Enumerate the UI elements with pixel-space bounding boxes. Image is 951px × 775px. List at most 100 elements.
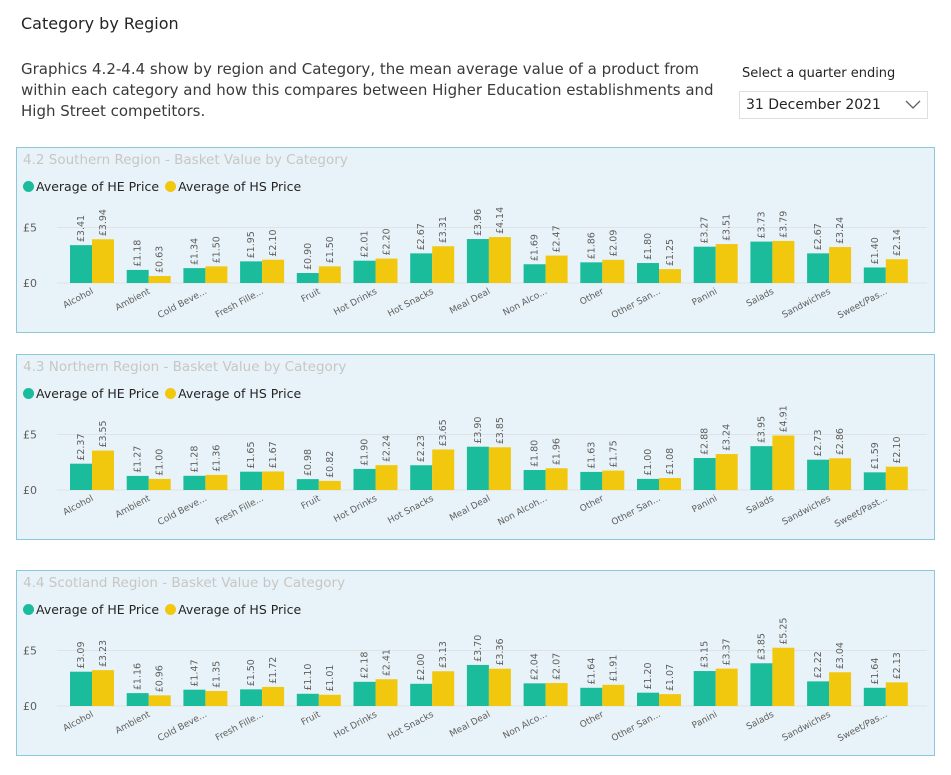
- x-category-label: Ambient: [114, 287, 153, 314]
- data-label: £3.13: [438, 641, 449, 668]
- bar-hs: [92, 239, 114, 283]
- bar-he: [807, 681, 830, 706]
- bar-he: [353, 260, 376, 283]
- bar-he: [410, 683, 433, 706]
- data-label: £2.13: [892, 652, 903, 679]
- legend-item-hs[interactable]: Average of HS Price: [165, 602, 301, 617]
- bar-hs: [772, 240, 795, 283]
- bar-he: [410, 465, 433, 490]
- data-label: £2.88: [700, 428, 711, 455]
- legend-hs-label: Average of HS Price: [178, 179, 302, 194]
- data-label: £3.23: [98, 640, 109, 667]
- bar-he: [580, 471, 603, 490]
- data-label: £1.01: [325, 665, 336, 692]
- x-category-label: Panini: [691, 494, 719, 515]
- bar-hs: [885, 466, 908, 490]
- x-category-label: Other: [578, 494, 606, 515]
- y-tick-label: £0: [23, 700, 37, 713]
- chart-legend: Average of HE Price Average of HS Price: [23, 386, 307, 401]
- bar-he: [863, 687, 886, 706]
- bar-he: [466, 239, 489, 283]
- legend-item-he[interactable]: Average of HE Price: [23, 179, 159, 194]
- x-category-label: Hot Drinks: [332, 494, 379, 525]
- bar-he: [693, 246, 716, 283]
- bar-he: [70, 245, 92, 283]
- legend-item-hs[interactable]: Average of HS Price: [165, 179, 301, 194]
- x-category-label: Alcohol: [62, 710, 96, 734]
- bar-he: [523, 683, 546, 706]
- bar-he: [637, 478, 659, 490]
- data-label: £3.94: [98, 209, 109, 236]
- legend-he-label: Average of HE Price: [36, 386, 160, 401]
- bar-he: [183, 689, 206, 706]
- legend-hs-dot-icon: [165, 388, 177, 399]
- legend-he-label: Average of HE Price: [36, 602, 160, 617]
- data-label: £1.69: [530, 234, 541, 261]
- data-label: £0.82: [325, 451, 336, 478]
- bar-chart-scotland: £0 £5 £3.09 £3.23 Alcohol £1.16 £0.96 Ambient £1…: [23, 618, 927, 744]
- bar-he: [863, 267, 886, 283]
- data-label: £1.96: [552, 438, 563, 465]
- data-label: £1.20: [643, 662, 654, 689]
- x-category-label: Fruit: [300, 494, 323, 512]
- x-category-label: Non Alcoh...: [496, 494, 549, 528]
- x-category-label: Other: [578, 710, 606, 731]
- bar-hs: [545, 255, 568, 283]
- data-label: £2.04: [530, 653, 541, 680]
- bar-he: [750, 241, 773, 283]
- data-label: £2.00: [416, 654, 427, 681]
- bar-hs: [262, 259, 285, 283]
- data-label: £1.16: [133, 663, 144, 690]
- bar-hs: [829, 458, 852, 490]
- data-label: £1.86: [586, 232, 597, 259]
- x-category-label: Fruit: [300, 710, 323, 728]
- bar-hs: [659, 269, 681, 283]
- bar-hs: [772, 435, 795, 490]
- data-label: £2.10: [892, 436, 903, 463]
- bar-he: [580, 687, 603, 706]
- data-label: £2.07: [552, 653, 563, 680]
- y-tick-label: £0: [23, 277, 37, 290]
- data-label: £3.04: [835, 642, 846, 669]
- legend-item-he[interactable]: Average of HE Price: [23, 602, 159, 617]
- bar-hs: [205, 474, 228, 490]
- data-label: £1.18: [133, 240, 144, 267]
- data-label: £1.28: [189, 446, 200, 473]
- bar-hs: [715, 244, 738, 283]
- data-label: £2.67: [813, 223, 824, 250]
- bar-hs: [92, 450, 114, 490]
- legend-hs-dot-icon: [165, 181, 177, 192]
- data-label: £3.41: [76, 215, 87, 242]
- data-label: £0.98: [303, 449, 314, 476]
- x-category-label: Non Alco...: [502, 287, 549, 319]
- data-label: £2.10: [268, 229, 279, 256]
- x-category-label: Hot Snacks: [386, 287, 436, 320]
- chart-panel-scotland[interactable]: 4.4 Scotland Region - Basket Value by Ca…: [16, 570, 935, 756]
- bar-he: [637, 692, 659, 706]
- bar-he: [296, 273, 319, 283]
- data-label: £2.37: [76, 433, 87, 460]
- data-label: £2.73: [813, 429, 824, 456]
- data-label: £2.20: [382, 228, 393, 255]
- x-category-label: Ambient: [114, 710, 153, 737]
- data-label: £1.91: [608, 655, 619, 682]
- bar-hs: [488, 447, 511, 490]
- quarter-dropdown[interactable]: 31 December 2021: [739, 91, 928, 119]
- bar-hs: [545, 683, 568, 706]
- legend-hs-label: Average of HS Price: [178, 602, 302, 617]
- bar-hs: [659, 694, 681, 706]
- x-category-label: Other San...: [610, 710, 662, 744]
- legend-item-hs[interactable]: Average of HS Price: [165, 386, 301, 401]
- chart-panel-northern[interactable]: 4.3 Northern Region - Basket Value by Ca…: [16, 354, 935, 540]
- data-label: £1.64: [586, 658, 597, 685]
- legend-item-he[interactable]: Average of HE Price: [23, 386, 159, 401]
- bar-hs: [885, 259, 908, 283]
- x-category-label: Hot Snacks: [386, 710, 436, 743]
- chart-panel-southern[interactable]: 4.2 Southern Region - Basket Value by Ca…: [16, 147, 935, 333]
- data-label: £1.07: [665, 664, 676, 691]
- bar-hs: [488, 668, 511, 706]
- data-label: £3.27: [700, 216, 711, 243]
- data-label: £1.08: [665, 448, 676, 475]
- bar-he: [296, 479, 319, 490]
